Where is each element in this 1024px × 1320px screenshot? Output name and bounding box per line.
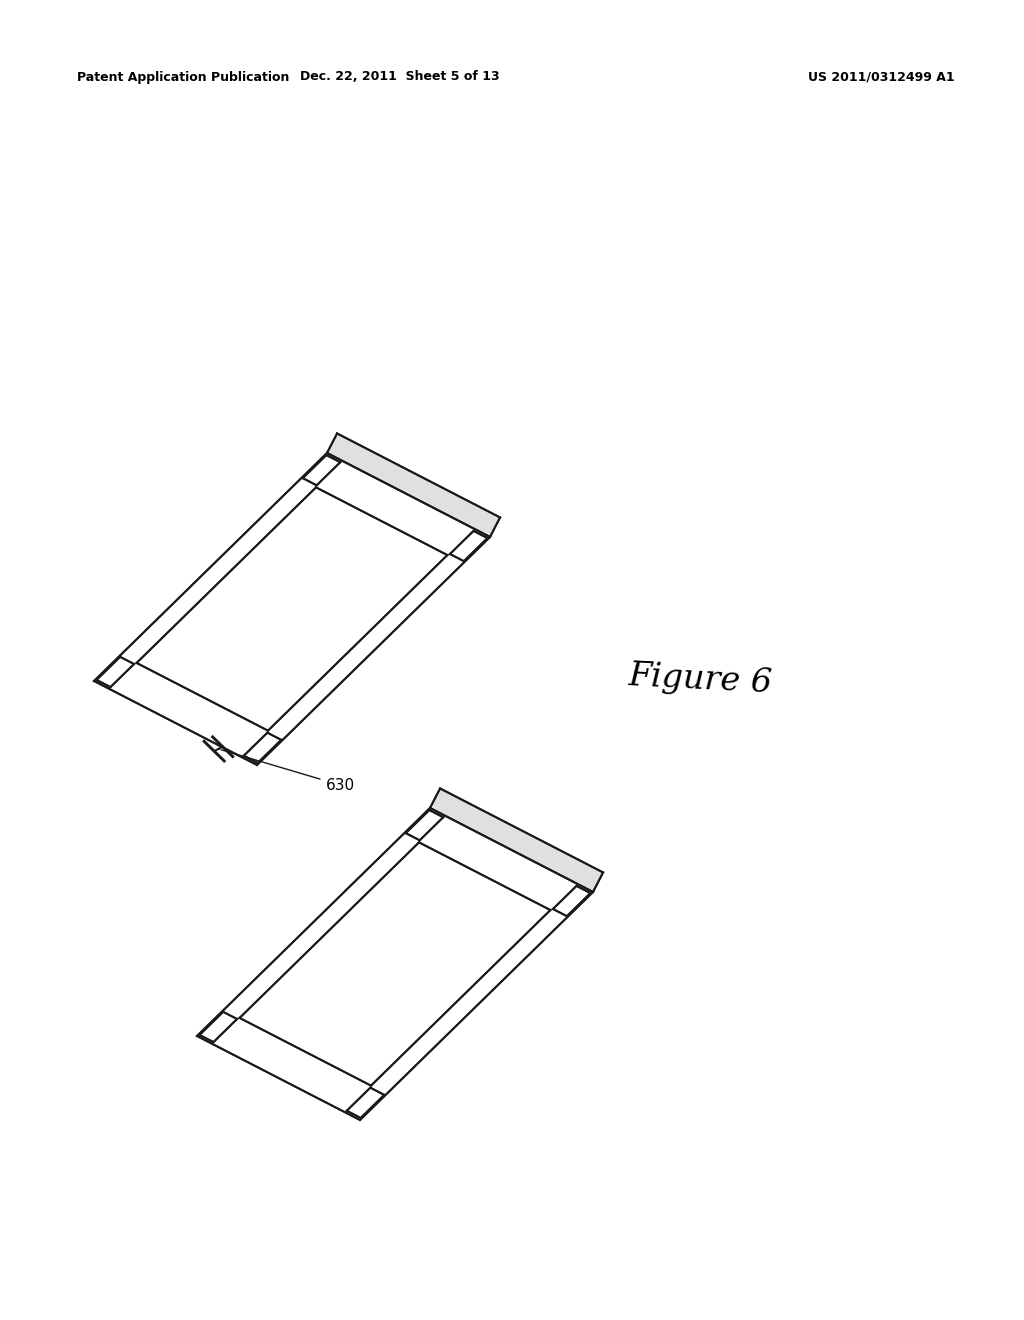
Polygon shape — [136, 487, 447, 731]
Text: Patent Application Publication: Patent Application Publication — [77, 70, 290, 83]
Polygon shape — [406, 810, 443, 841]
Polygon shape — [94, 453, 490, 766]
Polygon shape — [244, 733, 282, 763]
Polygon shape — [197, 808, 593, 1119]
Polygon shape — [200, 1012, 237, 1041]
Polygon shape — [96, 657, 134, 688]
Polygon shape — [240, 842, 550, 1085]
Text: US 2011/0312499 A1: US 2011/0312499 A1 — [808, 70, 955, 83]
Text: 630: 630 — [221, 750, 354, 792]
Polygon shape — [303, 455, 340, 486]
Polygon shape — [450, 531, 487, 561]
Text: Dec. 22, 2011  Sheet 5 of 13: Dec. 22, 2011 Sheet 5 of 13 — [300, 70, 500, 83]
Text: Figure 6: Figure 6 — [627, 660, 773, 700]
Polygon shape — [553, 886, 591, 916]
Polygon shape — [430, 788, 603, 892]
Polygon shape — [327, 433, 500, 537]
Polygon shape — [347, 1088, 384, 1118]
